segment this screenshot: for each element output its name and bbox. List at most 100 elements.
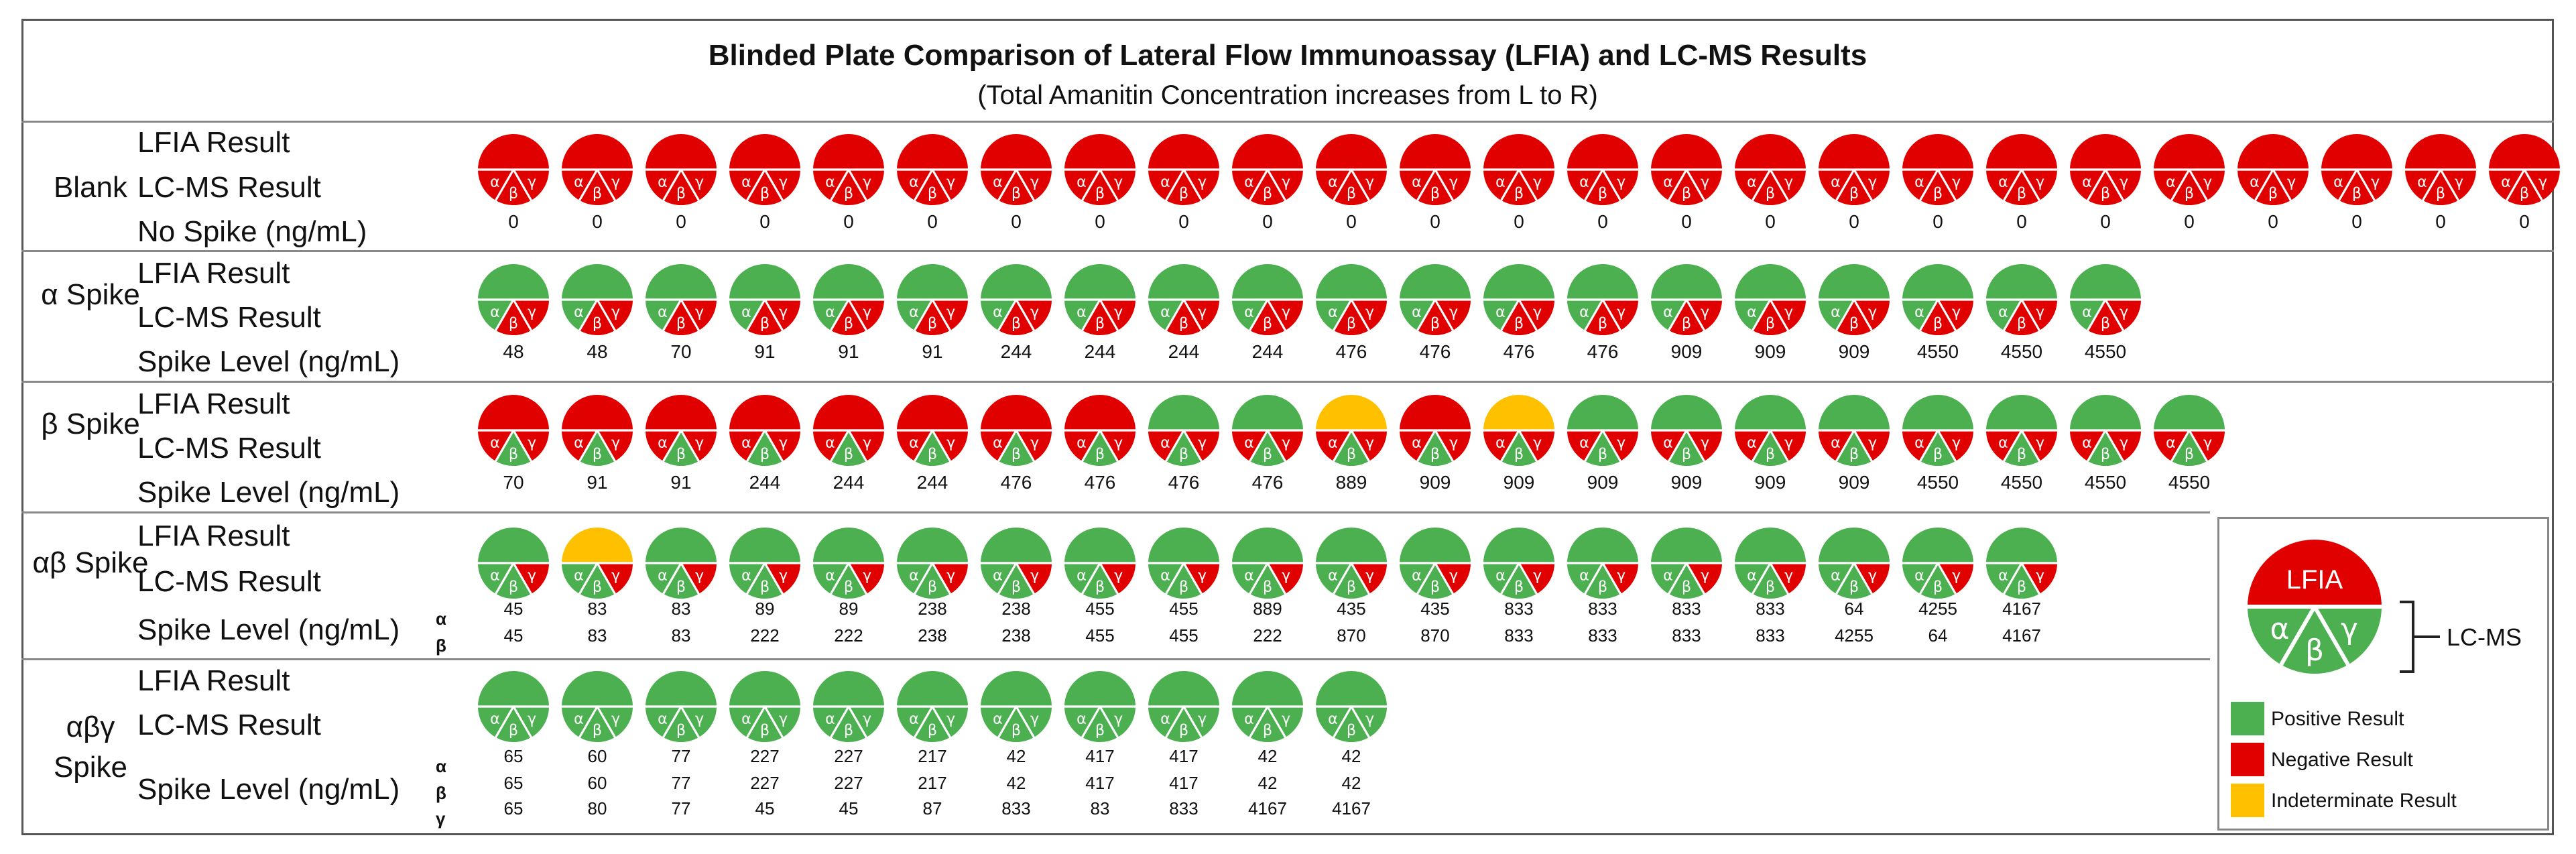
alpha-glyph: α (490, 173, 500, 190)
beta-glyph: β (509, 578, 518, 595)
lcms-gamma-sector (765, 170, 800, 200)
beta-glyph: β (1347, 314, 1356, 332)
spike-level-value: 244 (1084, 341, 1116, 362)
plate: αβγ (1567, 134, 1638, 205)
spike-level-value: 476 (1000, 472, 1032, 493)
lfia-result-half (981, 528, 1052, 563)
row-label-lfia: LFIA Result (137, 387, 290, 420)
lfia-result-half (2070, 395, 2141, 430)
gamma-glyph: γ (863, 566, 871, 584)
plate: αβγ (1400, 528, 1471, 599)
gamma-glyph: γ (1701, 434, 1709, 451)
plate: αβγ (1902, 134, 1973, 205)
gamma-glyph: γ (1114, 434, 1123, 451)
plate: αβγ (562, 134, 633, 205)
gamma-glyph: γ (1198, 710, 1207, 727)
lcms-gamma-sector (681, 707, 717, 737)
lcms-gamma-sector (2441, 170, 2476, 200)
spike-level-value: 0 (1346, 211, 1357, 232)
beta-glyph: β (844, 445, 853, 463)
gamma-glyph: γ (863, 434, 871, 451)
alpha-glyph: α (1831, 173, 1841, 190)
lcms-gamma-sector (849, 430, 884, 461)
beta-glyph: β (928, 184, 937, 202)
lcms-alpha-sector (813, 707, 849, 737)
spike-level-value: 4550 (2168, 472, 2211, 493)
lcms-alpha-sector (1819, 430, 1854, 461)
lfia-result-half (813, 671, 884, 707)
lcms-gamma-sector (849, 300, 884, 330)
gamma-glyph: γ (695, 303, 704, 320)
spike-level-value: 833 (1672, 599, 1701, 619)
lfia-result-half (1232, 264, 1303, 300)
beta-glyph: β (676, 445, 686, 463)
spike-level-value: 238 (918, 599, 947, 619)
lcms-gamma-sector (932, 170, 968, 200)
plate: αβγ (1232, 671, 1303, 742)
lcms-beta-sector (1668, 300, 1705, 336)
lcms-beta-sector (2004, 430, 2040, 467)
alpha-glyph: α (1747, 303, 1757, 320)
spike-level-value: 91 (587, 472, 608, 493)
lfia-result-half (897, 528, 968, 563)
beta-glyph: β (1933, 445, 1943, 463)
alpha-glyph: α (490, 566, 500, 584)
gamma-glyph: γ (528, 566, 536, 584)
lfia-result-half (1316, 134, 1387, 170)
plate: αβγ (1148, 528, 1219, 599)
alpha-glyph: α (1244, 434, 1254, 451)
alpha-glyph: α (1328, 303, 1338, 320)
spike-level-value: 417 (1085, 746, 1115, 766)
lfia-result-half (897, 395, 968, 430)
alpha-glyph: α (1914, 566, 1924, 584)
plate: αβγ (478, 671, 549, 742)
plate: αβγ (1148, 395, 1219, 467)
plate: αβγ (646, 264, 717, 336)
beta-glyph: β (1011, 578, 1021, 595)
gamma-glyph: γ (1282, 173, 1290, 190)
lcms-gamma-sector (1938, 563, 1973, 594)
lcms-beta-sector (1836, 170, 1872, 205)
lcms-alpha-sector (646, 300, 681, 330)
spike-level-value: 833 (1001, 798, 1031, 818)
gamma-glyph: γ (946, 710, 955, 727)
gamma-glyph: γ (1198, 173, 1207, 190)
alpha-glyph: α (1328, 566, 1338, 584)
lfia-result-half (981, 264, 1052, 300)
lcms-beta-sector (831, 563, 867, 599)
beta-glyph: β (1263, 184, 1272, 202)
plate: αβγ (562, 671, 633, 742)
lcms-gamma-sector (2022, 563, 2057, 594)
lcms-gamma-sector (681, 563, 717, 594)
plate: αβγ (1232, 528, 1303, 599)
spike-level-value: 244 (916, 472, 948, 493)
lfia-result-half (1902, 528, 1973, 563)
spike-level-value: 889 (1335, 472, 1367, 493)
plate: αβγ (1651, 264, 1722, 336)
alpha-glyph: α (1412, 303, 1422, 320)
spike-level-value: 45 (503, 599, 524, 619)
beta-glyph: β (1095, 721, 1105, 739)
lcms-beta-sector (998, 300, 1034, 336)
alpha-glyph: α (1077, 434, 1087, 451)
lcms-beta-sector (1166, 170, 1202, 205)
row-label-lcms: LC-MS Result (137, 301, 321, 334)
divider-title (21, 121, 2554, 123)
gamma-glyph: γ (863, 710, 871, 727)
lcms-beta-sector (495, 430, 532, 467)
lfia-result-half (1819, 528, 1890, 563)
gamma-glyph: γ (2203, 173, 2212, 190)
lcms-alpha-sector (1902, 170, 1938, 200)
plate: αβγ (981, 528, 1052, 599)
lcms-beta-sector (831, 707, 867, 742)
lcms-beta-sector (2004, 170, 2040, 205)
alpha-glyph: α (1998, 434, 2008, 451)
lfia-result-half (1316, 395, 1387, 430)
lcms-gamma-sector (932, 707, 968, 737)
plate: αβγ (1232, 134, 1303, 205)
gamma-glyph: γ (779, 303, 788, 320)
gamma-glyph: γ (528, 303, 536, 320)
lcms-gamma-sector (1770, 430, 1806, 461)
lcms-beta-sector (2004, 300, 2040, 336)
lcms-beta-sector (495, 707, 532, 742)
